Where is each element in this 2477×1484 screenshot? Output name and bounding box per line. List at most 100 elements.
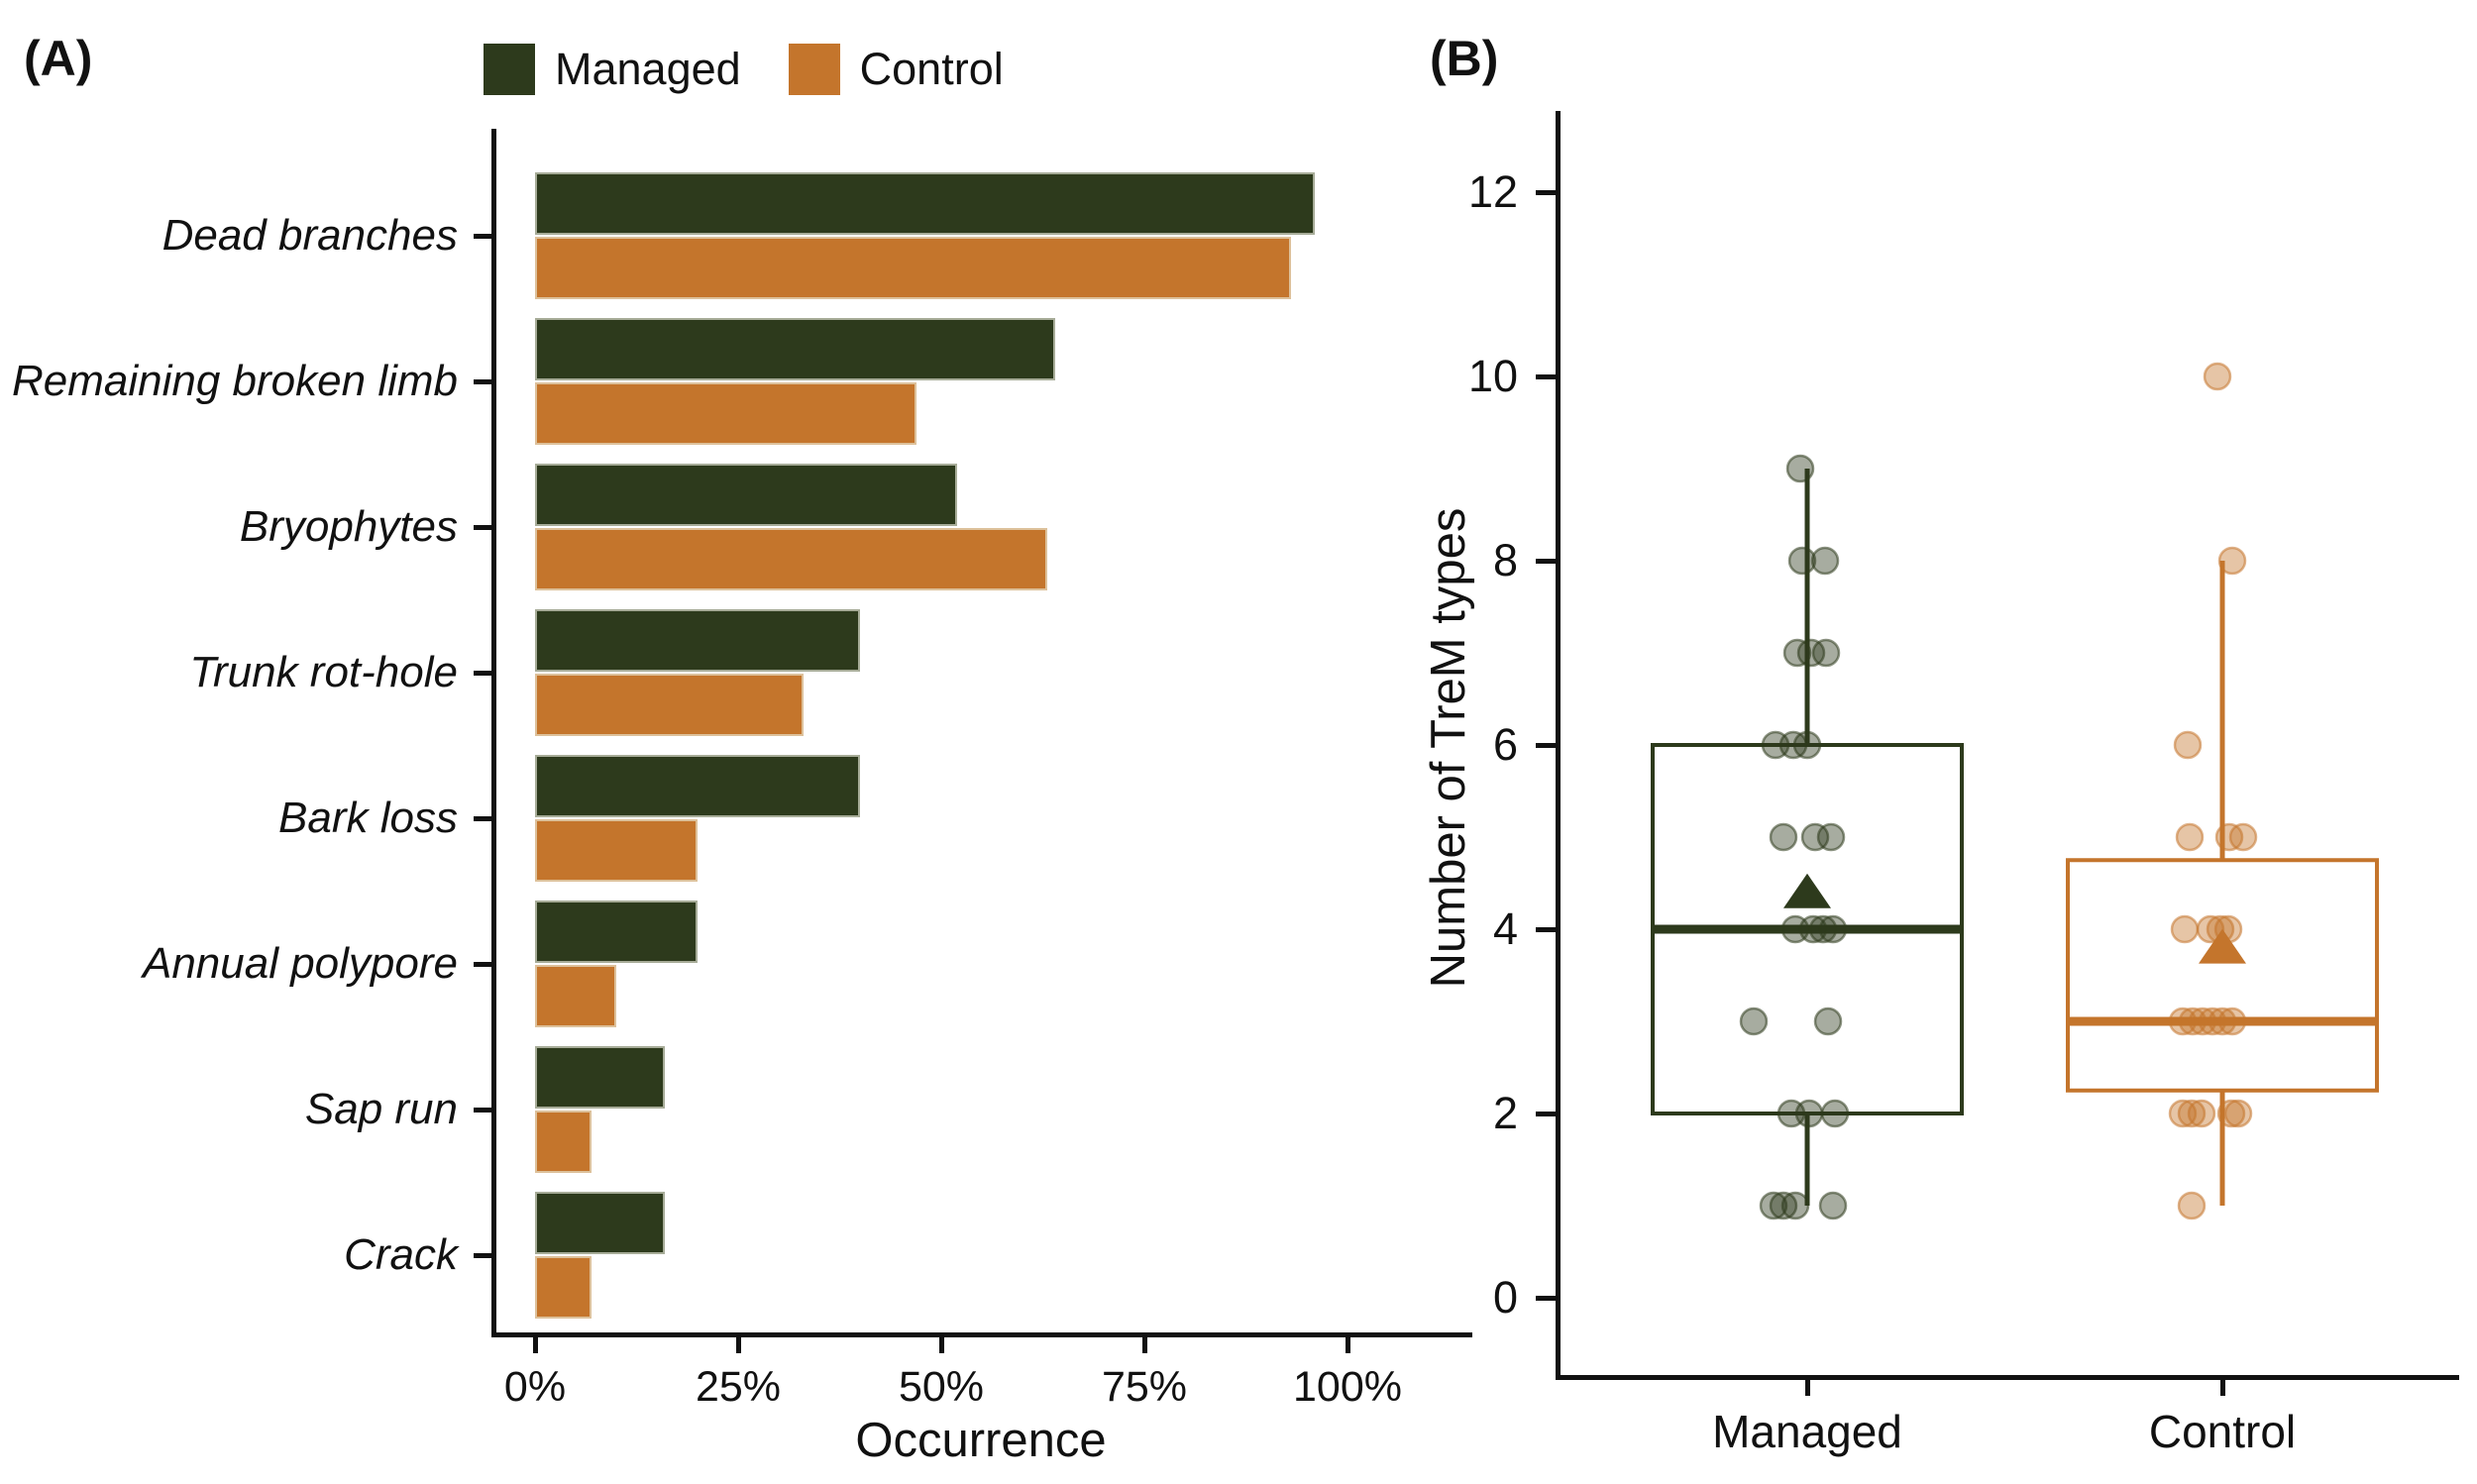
panel-b-ytick-12 xyxy=(1536,190,1556,195)
data-point-control-6 xyxy=(2173,730,2203,760)
panel-a-ytick-crack xyxy=(474,1253,491,1258)
bar-control-annual-polypore xyxy=(535,965,616,1027)
bar-control-dead-branches xyxy=(535,237,1291,299)
data-point-control-4 xyxy=(2170,914,2200,944)
legend-swatch-control xyxy=(788,44,840,95)
data-point-managed-5 xyxy=(1816,822,1846,852)
data-point-managed-1 xyxy=(1780,1191,1810,1220)
category-label-remaining-broken-limb: Remaining broken limb xyxy=(12,357,458,405)
data-point-managed-7 xyxy=(1811,638,1841,668)
panel-b-ytick-label-2: 2 xyxy=(1492,1088,1518,1138)
panel-a-ytick-remaining-broken-limb xyxy=(474,379,491,384)
data-point-managed-4 xyxy=(1798,914,1828,944)
bar-managed-remaining-broken-limb xyxy=(535,318,1055,380)
panel-b-y-axis-line xyxy=(1556,111,1561,1380)
data-point-managed-2 xyxy=(1794,1099,1824,1128)
bar-managed-annual-polypore xyxy=(535,901,698,963)
category-label-crack: Crack xyxy=(344,1230,458,1279)
data-point-control-5 xyxy=(2175,822,2205,852)
box-control xyxy=(2066,858,2379,1093)
data-point-managed-4 xyxy=(1818,914,1848,944)
data-point-managed-3 xyxy=(1813,1007,1843,1036)
bar-managed-crack xyxy=(535,1192,665,1254)
data-point-control-2 xyxy=(2187,1099,2216,1128)
bar-managed-trunk-rot-hole xyxy=(535,609,860,672)
panel-a-xtick-0 xyxy=(533,1336,538,1353)
panel-a-xtick-label-75: 75% xyxy=(1101,1363,1188,1411)
data-point-control-3 xyxy=(2178,1007,2208,1036)
panel-a-ytick-bark-loss xyxy=(474,816,491,821)
data-point-managed-8 xyxy=(1810,546,1840,576)
bar-managed-bryophytes xyxy=(535,464,957,526)
mean-triangle-managed xyxy=(1783,873,1831,908)
panel-a-ytick-bryophytes xyxy=(474,525,491,530)
panel-a-y-axis-line xyxy=(491,129,496,1337)
mean-triangle-control xyxy=(2199,928,2246,964)
bar-control-crack xyxy=(535,1256,592,1319)
data-point-control-3 xyxy=(2217,1007,2247,1036)
legend-label-control: Control xyxy=(859,44,1004,94)
data-point-control-1 xyxy=(2177,1191,2207,1220)
panel-b-ytick-4 xyxy=(1536,927,1556,932)
panel-b-ytick-label-10: 10 xyxy=(1467,351,1518,401)
panel-b-ytick-label-4: 4 xyxy=(1492,903,1518,954)
category-label-bryophytes: Bryophytes xyxy=(239,502,458,551)
data-point-managed-2 xyxy=(1820,1099,1850,1128)
panel-a-x-axis-line xyxy=(491,1332,1472,1337)
panel-a-ytick-annual-polypore xyxy=(474,962,491,967)
panel-a-xtick-25 xyxy=(736,1336,741,1353)
legend-swatch-managed xyxy=(484,44,535,95)
data-point-managed-9 xyxy=(1785,454,1815,483)
panel-b-ytick-8 xyxy=(1536,559,1556,564)
panel-a-xtick-label-0: 0% xyxy=(503,1363,567,1411)
panel-b-x-axis-line xyxy=(1556,1375,2459,1380)
data-point-control-10 xyxy=(2203,362,2232,391)
legend: Managed Control xyxy=(484,44,1004,95)
panel-b-xtick-label-managed: Managed xyxy=(1712,1406,1902,1457)
data-point-control-2 xyxy=(2216,1099,2246,1128)
panel-b-ytick-label-0: 0 xyxy=(1492,1272,1518,1323)
data-point-managed-6 xyxy=(1792,730,1822,760)
panel-b-label: (B) xyxy=(1430,31,1499,86)
bar-control-bark-loss xyxy=(535,819,698,882)
data-point-control-3 xyxy=(2198,1007,2227,1036)
panel-a-chart: Occurrence Dead branches Remaining broken… xyxy=(12,129,1472,1467)
panel-a-ytick-trunk-rot-hole xyxy=(474,671,491,676)
panel-a-ytick-sap-run xyxy=(474,1108,491,1113)
category-label-dead-branches: Dead branches xyxy=(162,211,458,260)
data-point-managed-5 xyxy=(1800,822,1830,852)
data-point-managed-4 xyxy=(1808,914,1838,944)
data-point-control-2 xyxy=(2177,1099,2207,1128)
panel-a-x-axis-title: Occurrence xyxy=(855,1414,1107,1467)
data-point-managed-3 xyxy=(1739,1007,1769,1036)
bar-control-bryophytes xyxy=(535,528,1047,590)
bar-control-sap-run xyxy=(535,1111,592,1173)
panel-a-label: (A) xyxy=(24,31,93,86)
data-point-managed-5 xyxy=(1769,822,1798,852)
data-point-control-8 xyxy=(2217,546,2247,576)
category-label-sap-run: Sap run xyxy=(304,1085,458,1133)
data-point-control-3 xyxy=(2188,1007,2217,1036)
data-point-control-2 xyxy=(2223,1099,2253,1128)
panel-a-xtick-50 xyxy=(939,1336,944,1353)
panel-b-ytick-10 xyxy=(1536,374,1556,379)
data-point-managed-1 xyxy=(1818,1191,1848,1220)
panel-b-ytick-label-8: 8 xyxy=(1492,535,1518,585)
panel-a-xtick-100 xyxy=(1346,1336,1350,1353)
legend-label-managed: Managed xyxy=(555,44,741,94)
panel-b-ytick-label-6: 6 xyxy=(1492,719,1518,770)
bar-managed-sap-run xyxy=(535,1046,665,1109)
panel-b-ytick-label-12: 12 xyxy=(1467,166,1518,217)
legend-item-control: Control xyxy=(788,44,1004,95)
panel-b-xtick-control xyxy=(2220,1379,2225,1396)
panel-b-ytick-0 xyxy=(1536,1296,1556,1301)
data-point-managed-1 xyxy=(1759,1191,1788,1220)
category-label-trunk-rot-hole: Trunk rot-hole xyxy=(189,648,458,696)
panel-b-xtick-label-control: Control xyxy=(2148,1406,2297,1457)
panel-a-xtick-75 xyxy=(1142,1336,1147,1353)
data-point-control-3 xyxy=(2168,1007,2198,1036)
panel-b-ytick-6 xyxy=(1536,743,1556,748)
panel-a-xtick-label-25: 25% xyxy=(695,1363,782,1411)
